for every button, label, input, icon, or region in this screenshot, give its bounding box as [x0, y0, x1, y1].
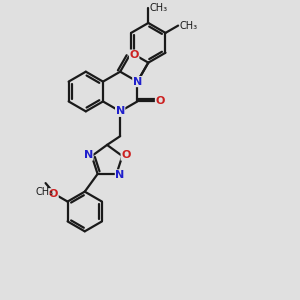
Text: N: N	[116, 170, 124, 180]
Text: N: N	[84, 150, 93, 160]
Text: O: O	[121, 150, 130, 160]
Text: N: N	[116, 106, 125, 116]
Text: N: N	[133, 76, 142, 87]
Text: CH₃: CH₃	[180, 21, 198, 31]
Text: O: O	[155, 96, 165, 106]
Text: CH₃: CH₃	[36, 188, 54, 197]
Text: O: O	[49, 189, 58, 199]
Text: O: O	[130, 50, 139, 60]
Text: CH₃: CH₃	[150, 3, 168, 14]
